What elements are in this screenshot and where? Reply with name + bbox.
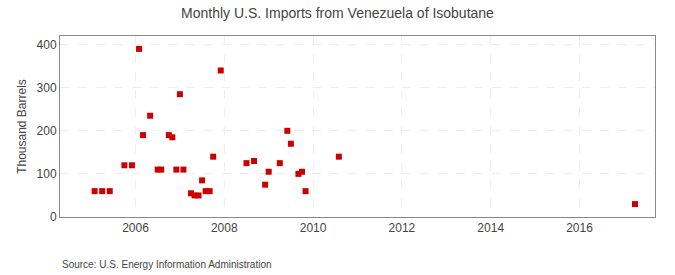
svg-text:Thousand Barrels: Thousand Barrels xyxy=(15,79,29,174)
svg-text:400: 400 xyxy=(37,38,57,52)
svg-text:2010: 2010 xyxy=(300,221,327,235)
svg-text:Source: U.S. Energy Informatio: Source: U.S. Energy Information Administ… xyxy=(62,259,272,270)
svg-text:0: 0 xyxy=(50,210,57,224)
svg-text:2008: 2008 xyxy=(211,221,238,235)
svg-text:2006: 2006 xyxy=(122,221,149,235)
svg-text:Monthly U.S. Imports from Vene: Monthly U.S. Imports from Venezuela of I… xyxy=(181,5,494,21)
svg-text:2014: 2014 xyxy=(477,221,504,235)
svg-text:2012: 2012 xyxy=(389,221,416,235)
svg-text:200: 200 xyxy=(37,124,57,138)
svg-text:2016: 2016 xyxy=(566,221,593,235)
svg-text:300: 300 xyxy=(37,81,57,95)
svg-text:100: 100 xyxy=(37,167,57,181)
